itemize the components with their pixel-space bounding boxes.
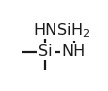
Text: NH: NH — [62, 44, 86, 59]
Text: Si: Si — [38, 44, 53, 59]
Text: SiH$_2$: SiH$_2$ — [56, 21, 91, 40]
Text: HN: HN — [33, 23, 57, 38]
